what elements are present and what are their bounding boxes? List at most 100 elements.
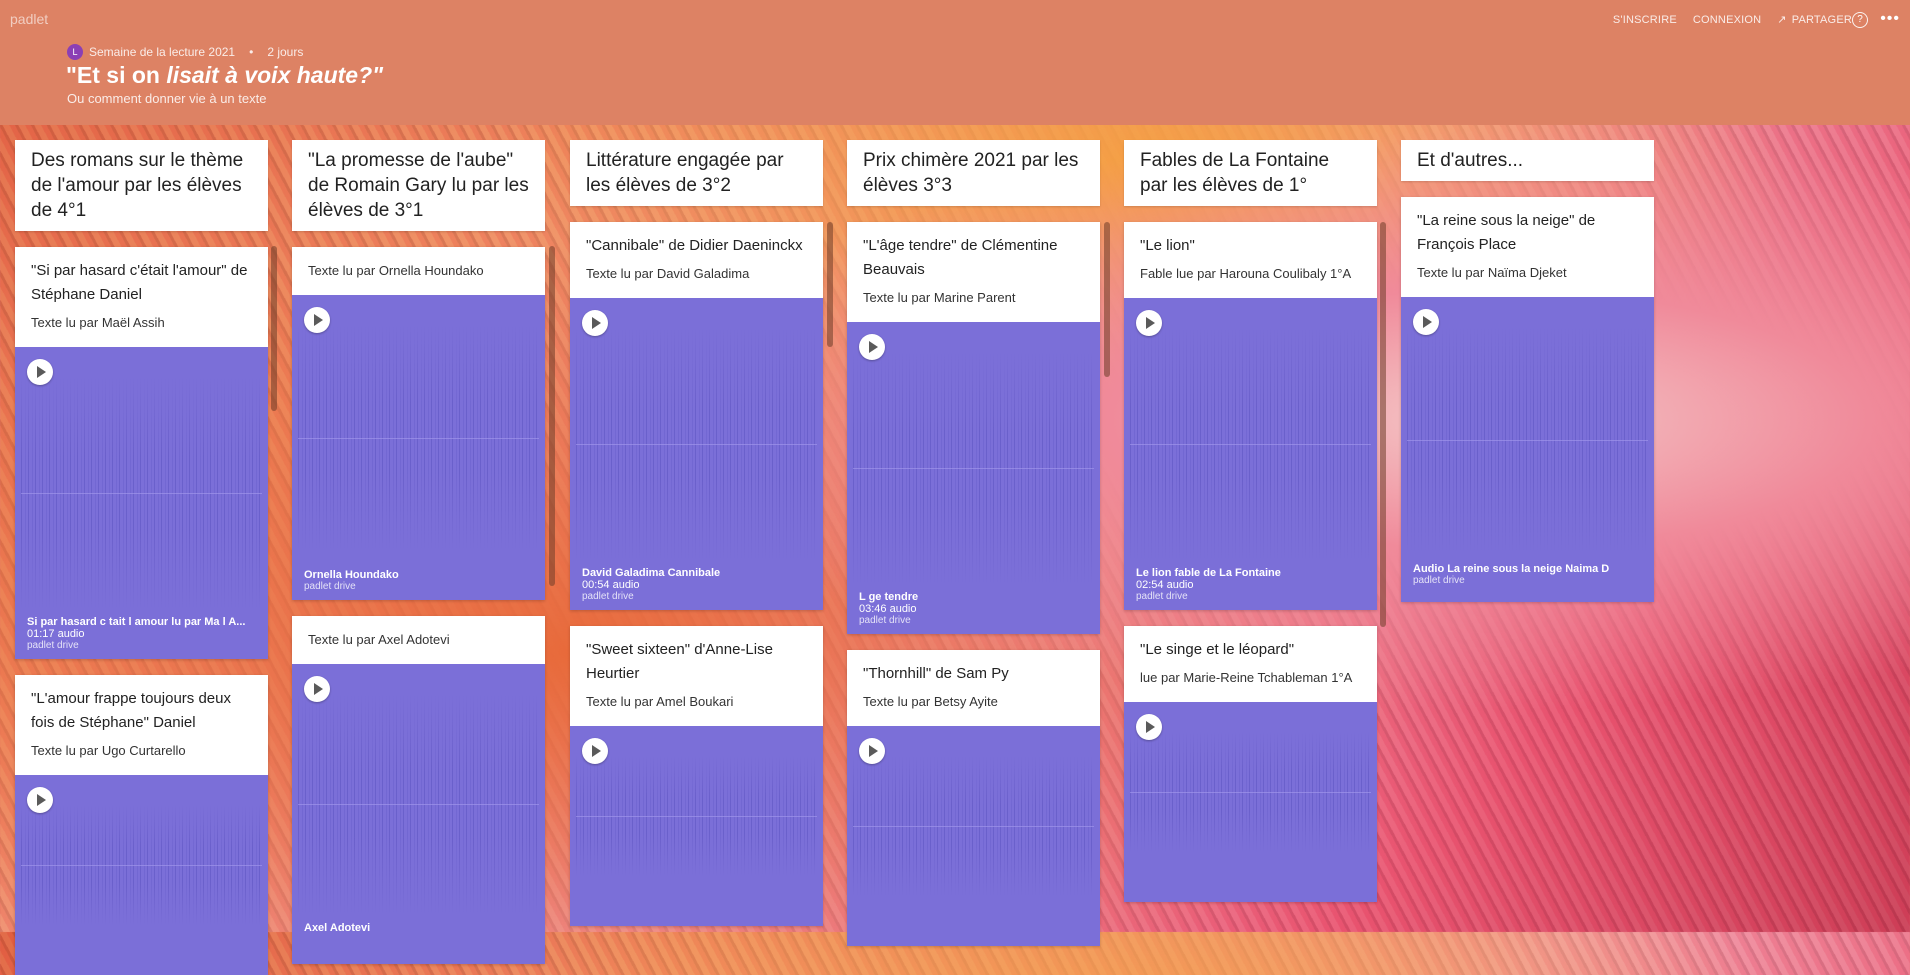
post-body: lue par Marie-Reine Tchableman 1°A	[1140, 670, 1353, 685]
post-body: Texte lu par Amel Boukari	[586, 694, 734, 709]
audio-attachment[interactable]: Audio La reine sous la neige Naima D pad…	[1401, 297, 1654, 602]
play-button[interactable]	[859, 738, 885, 764]
separator-dot: •	[249, 45, 254, 59]
post-title: "L'âge tendre" de Clémentine Beauvais	[863, 237, 1058, 278]
post-body: Texte lu par Axel Adotevi	[308, 632, 450, 647]
post-title: "Le lion"	[1140, 237, 1195, 254]
audio-source: padlet drive	[304, 581, 356, 592]
audio-source: padlet drive	[27, 640, 79, 651]
audio-attachment[interactable]: Ornella Houndako padlet drive	[292, 295, 545, 600]
audio-name: Si par hasard c tait l amour lu par Ma l…	[27, 616, 246, 628]
play-button[interactable]	[582, 738, 608, 764]
play-button[interactable]	[582, 310, 608, 336]
waveform	[853, 756, 1094, 896]
audio-attachment[interactable]: Le lion fable de La Fontaine 02:54 audio…	[1124, 298, 1377, 610]
column-fables: Fables de La Fontaine par les élèves de …	[1124, 140, 1377, 902]
column-romans-amour: Des romans sur le thème de l'amour par l…	[15, 140, 268, 975]
audio-attachment[interactable]	[15, 775, 268, 975]
post-card[interactable]: "Le singe et le léopard" lue par Marie-R…	[1124, 626, 1377, 902]
play-button[interactable]	[859, 334, 885, 360]
post-card[interactable]: "Sweet sixteen" d'Anne-Lise Heurtier Tex…	[570, 626, 823, 926]
audio-name: David Galadima Cannibale	[582, 567, 721, 579]
post-card[interactable]: Texte lu par Axel Adotevi Axel Adotevi	[292, 616, 545, 964]
column-scrollbar[interactable]	[549, 246, 555, 586]
play-button[interactable]	[304, 307, 330, 333]
share-icon: ↗	[1777, 14, 1787, 26]
audio-duration: 02:54 audio	[1136, 579, 1194, 591]
post-body: Texte lu par Betsy Ayite	[863, 694, 998, 709]
play-button[interactable]	[1136, 714, 1162, 740]
column-scrollbar[interactable]	[271, 246, 277, 411]
top-nav: S'INSCRIRE CONNEXION ↗ PARTAGER	[1612, 13, 1852, 27]
column-title: Fables de La Fontaine par les élèves de …	[1124, 140, 1377, 206]
waveform	[21, 805, 262, 925]
post-card[interactable]: "Le lion" Fable lue par Harouna Coulibal…	[1124, 222, 1377, 610]
post-card[interactable]: "Cannibale" de Didier Daeninckx Texte lu…	[570, 222, 823, 610]
audio-name: L ge tendre	[859, 591, 919, 603]
audio-source: padlet drive	[1413, 575, 1465, 586]
audio-duration: 01:17 audio	[27, 628, 85, 640]
play-button[interactable]	[1413, 309, 1439, 335]
help-icon[interactable]: ?	[1852, 12, 1868, 28]
column-title: Des romans sur le thème de l'amour par l…	[15, 140, 268, 231]
audio-attachment[interactable]	[1124, 702, 1377, 902]
post-title: "Le singe et le léopard"	[1140, 641, 1295, 658]
play-button[interactable]	[27, 787, 53, 813]
audio-attachment[interactable]	[847, 726, 1100, 946]
post-age: 2 jours	[267, 45, 304, 59]
column-title: "La promesse de l'aube" de Romain Gary l…	[292, 140, 545, 231]
share-label: PARTAGER	[1791, 13, 1852, 26]
post-body: Texte lu par Maël Assih	[31, 315, 165, 330]
padlet-logo[interactable]: padlet	[10, 11, 49, 27]
page-title: "Et si on lisait à voix haute?"	[66, 62, 383, 89]
post-card[interactable]: "L'amour frappe toujours deux fois de St…	[15, 675, 268, 975]
post-title: "Thornhill" de Sam Py	[863, 665, 1009, 682]
column-promesse-aube: "La promesse de l'aube" de Romain Gary l…	[292, 140, 545, 964]
waveform	[576, 328, 817, 560]
audio-attachment[interactable]: L ge tendre 03:46 audio padlet drive	[847, 322, 1100, 634]
audio-source: padlet drive	[1136, 591, 1188, 602]
post-card[interactable]: "Si par hasard c'était l'amour" de Stéph…	[15, 247, 268, 659]
post-title: "Si par hasard c'était l'amour" de Stéph…	[31, 262, 248, 303]
waveform	[1130, 732, 1371, 852]
more-options-icon[interactable]: •••	[1880, 10, 1900, 27]
audio-name: Le lion fable de La Fontaine	[1136, 567, 1281, 579]
waveform	[1130, 328, 1371, 560]
column-litterature-engagee: Littérature engagée par les élèves de 3°…	[570, 140, 823, 926]
post-card[interactable]: "L'âge tendre" de Clémentine Beauvais Te…	[847, 222, 1100, 634]
waveform	[1407, 327, 1648, 552]
audio-duration: 03:46 audio	[859, 603, 917, 615]
column-scrollbar[interactable]	[827, 222, 833, 347]
author-name[interactable]: Semaine de la lecture 2021	[89, 45, 236, 59]
share-button[interactable]: ↗ PARTAGER	[1777, 13, 1852, 27]
column-et-d-autres: Et d'autres... "La reine sous la neige" …	[1401, 140, 1654, 602]
post-body: Texte lu par Ornella Houndako	[308, 263, 484, 278]
column-title: Littérature engagée par les élèves de 3°…	[570, 140, 823, 206]
audio-name: Audio La reine sous la neige Naima D	[1413, 563, 1610, 575]
avatar[interactable]: L	[67, 44, 83, 60]
padlet-header: padlet S'INSCRIRE CONNEXION ↗ PARTAGER ?…	[0, 0, 1910, 125]
column-scrollbar[interactable]	[1380, 222, 1386, 627]
post-card[interactable]: Texte lu par Ornella Houndako Ornella Ho…	[292, 247, 545, 600]
play-button[interactable]	[304, 676, 330, 702]
login-link[interactable]: CONNEXION	[1692, 13, 1762, 26]
audio-attachment[interactable]: Axel Adotevi	[292, 664, 545, 964]
audio-attachment[interactable]: Si par hasard c tait l amour lu par Ma l…	[15, 347, 268, 659]
waveform	[298, 325, 539, 550]
audio-name: Ornella Houndako	[304, 569, 399, 581]
column-title: Et d'autres...	[1401, 140, 1654, 181]
post-body: Texte lu par Naïma Djeket	[1417, 265, 1567, 280]
audio-attachment[interactable]: David Galadima Cannibale 00:54 audio pad…	[570, 298, 823, 610]
post-title: "Cannibale" de Didier Daeninckx	[586, 237, 803, 254]
play-button[interactable]	[27, 359, 53, 385]
waveform	[21, 377, 262, 609]
post-card[interactable]: "Thornhill" de Sam Py Texte lu par Betsy…	[847, 650, 1100, 946]
signup-link[interactable]: S'INSCRIRE	[1612, 13, 1677, 26]
audio-source: padlet drive	[582, 591, 634, 602]
post-card[interactable]: "La reine sous la neige" de François Pla…	[1401, 197, 1654, 602]
waveform	[853, 352, 1094, 584]
audio-attachment[interactable]	[570, 726, 823, 926]
column-scrollbar[interactable]	[1104, 222, 1110, 377]
post-title: "Sweet sixteen" d'Anne-Lise Heurtier	[586, 641, 773, 682]
play-button[interactable]	[1136, 310, 1162, 336]
